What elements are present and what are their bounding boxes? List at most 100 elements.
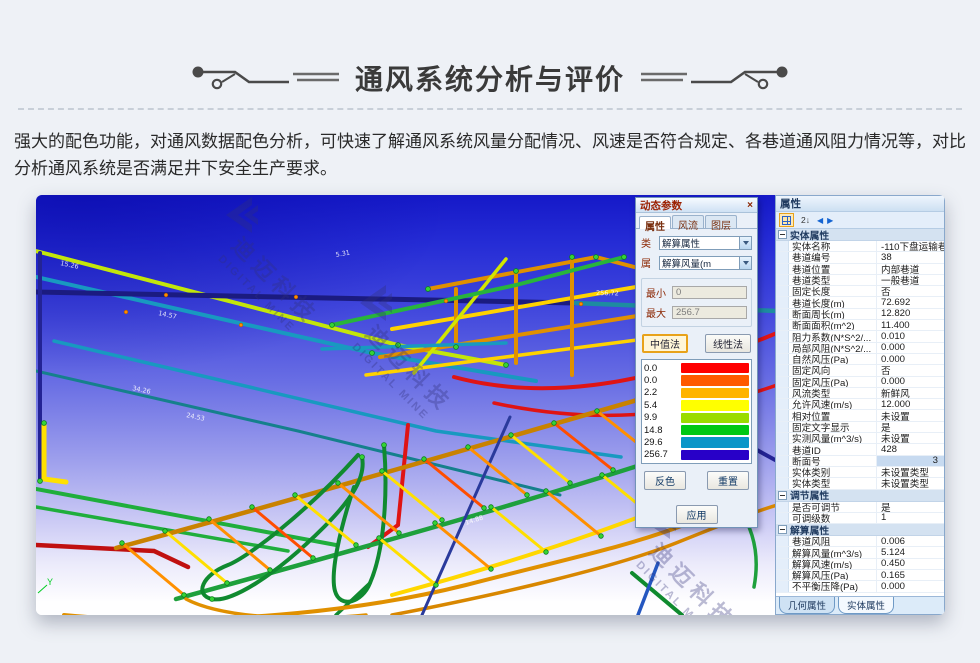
legend-row[interactable]: 14.8 bbox=[644, 424, 749, 436]
invert-color-button[interactable]: 反色 bbox=[644, 471, 686, 491]
property-name: 实体类别 bbox=[789, 466, 877, 478]
legend-row[interactable]: 9.9 bbox=[644, 412, 749, 424]
method-button[interactable]: 中值法 bbox=[642, 334, 688, 353]
legend-row[interactable]: 5.4 bbox=[644, 399, 749, 411]
property-group-header[interactable]: 实体属性 bbox=[776, 229, 944, 242]
property-group-header[interactable]: 调节属性 bbox=[776, 489, 944, 502]
property-row[interactable]: 不平衡压降(Pa) 0.000 bbox=[776, 581, 944, 593]
property-row[interactable]: 是否可调节 是 bbox=[776, 501, 944, 513]
color-swatch[interactable] bbox=[681, 449, 749, 461]
property-row[interactable]: 解算风速(m/s) 0.450 bbox=[776, 558, 944, 571]
property-name: 巷道长度(m) bbox=[789, 297, 877, 308]
dialog-tab[interactable]: 图层 bbox=[705, 215, 737, 232]
property-row[interactable]: 相对位置 未设置 bbox=[776, 410, 944, 422]
property-row[interactable]: 巷道编号 38 bbox=[776, 252, 944, 264]
collapse-icon[interactable] bbox=[778, 490, 787, 500]
prev-arrow-icon[interactable]: ◀ bbox=[817, 215, 824, 225]
method-button[interactable]: 线性法 bbox=[705, 334, 751, 353]
property-row[interactable]: 巷道长度(m) 72.692 bbox=[776, 297, 944, 309]
property-row[interactable]: 固定风压(Pa) 0.000 bbox=[776, 376, 944, 388]
property-name: 相对位置 bbox=[789, 410, 877, 421]
property-row[interactable]: 自然风压(Pa) 0.000 bbox=[776, 353, 944, 366]
property-row[interactable]: 局部风阻(N*S^2/... 0.000 bbox=[776, 342, 944, 354]
color-swatch[interactable] bbox=[681, 412, 749, 423]
dialog-titlebar[interactable]: 动态参数 × bbox=[636, 198, 757, 213]
property-row[interactable]: 可调级数 1 bbox=[776, 512, 944, 525]
color-swatch[interactable] bbox=[681, 437, 749, 448]
color-swatch[interactable] bbox=[681, 362, 749, 374]
property-value: 0.000 bbox=[881, 581, 906, 592]
categorized-icon[interactable] bbox=[779, 213, 794, 227]
property-row[interactable]: 巷道类型 一般巷道 bbox=[776, 274, 944, 287]
collapse-icon[interactable] bbox=[778, 525, 787, 535]
property-row[interactable]: 实体类型 未设置类型 bbox=[776, 478, 944, 490]
title-ornament-right bbox=[641, 66, 788, 90]
row-gutter bbox=[776, 455, 789, 466]
property-value: 未设置类型 bbox=[881, 479, 929, 489]
property-row[interactable]: 固定文字显示 是 bbox=[776, 421, 944, 434]
attribute-dropdown[interactable]: 解算风量(m bbox=[659, 255, 752, 270]
color-swatch[interactable] bbox=[681, 387, 749, 399]
property-group-header[interactable]: 解算属性 bbox=[776, 524, 944, 537]
row-gutter bbox=[776, 387, 789, 399]
property-row[interactable]: 固定长度 否 bbox=[776, 286, 944, 298]
row-gutter bbox=[776, 444, 789, 455]
property-name: 巷道风阻 bbox=[789, 536, 877, 547]
property-row[interactable]: 实体类别 未设置类型 bbox=[776, 466, 944, 479]
row-gutter bbox=[776, 399, 789, 410]
property-row[interactable]: 断面号 3 bbox=[776, 455, 944, 467]
property-row[interactable]: 断面周长(m) 12.820 bbox=[776, 308, 944, 321]
property-row[interactable]: 风流类型 新鲜风 bbox=[776, 387, 944, 400]
property-name: 巷道位置 bbox=[789, 263, 877, 274]
legend-value: 0.0 bbox=[644, 362, 658, 374]
apply-button[interactable]: 应用 bbox=[675, 505, 718, 525]
legend-row[interactable]: 29.6 bbox=[644, 436, 749, 448]
property-row[interactable]: 实测风量(m^3/s) 未设置 bbox=[776, 433, 944, 445]
legend-row[interactable]: 256.7 bbox=[644, 449, 749, 461]
property-row[interactable]: 巷道风阻 0.006 bbox=[776, 536, 944, 548]
property-row[interactable]: 巷道ID 428 bbox=[776, 444, 944, 456]
panel-bottom-tab[interactable]: 实体属性 bbox=[838, 597, 895, 614]
reset-button[interactable]: 重置 bbox=[707, 471, 749, 491]
property-value: 0.000 bbox=[881, 342, 906, 353]
legend-row[interactable]: 0.0 bbox=[644, 362, 749, 374]
collapse-icon[interactable] bbox=[778, 230, 787, 239]
property-row[interactable]: 断面面积(m^2) 11.400 bbox=[776, 320, 944, 332]
property-value: 0.000 bbox=[881, 376, 906, 387]
property-row[interactable]: 解算风量(m^3/s) 5.124 bbox=[776, 547, 944, 559]
property-row[interactable]: 固定风向 否 bbox=[776, 365, 944, 377]
property-row[interactable]: 阻力系数(N*S^2/... 0.010 bbox=[776, 331, 944, 343]
property-name: 可调级数 bbox=[789, 512, 877, 524]
panel-bottom-tab[interactable]: 几何属性 bbox=[779, 597, 836, 614]
row-gutter bbox=[776, 376, 789, 387]
row-gutter bbox=[776, 297, 789, 308]
close-icon[interactable]: × bbox=[747, 199, 753, 211]
property-row[interactable]: 解算风压(Pa) 0.165 bbox=[776, 570, 944, 582]
chevron-down-icon[interactable] bbox=[739, 256, 751, 269]
dialog-title: 动态参数 bbox=[640, 199, 682, 212]
min-input[interactable]: 0 bbox=[672, 286, 747, 299]
dialog-tab[interactable]: 风流 bbox=[672, 215, 704, 232]
property-row[interactable]: 巷道位置 内部巷道 bbox=[776, 263, 944, 275]
legend-row[interactable]: 0.0 bbox=[644, 374, 749, 386]
chevron-down-icon[interactable] bbox=[739, 236, 751, 249]
color-swatch[interactable] bbox=[681, 375, 749, 386]
row-gutter bbox=[776, 570, 789, 581]
row-gutter bbox=[776, 581, 789, 592]
row-gutter bbox=[776, 353, 789, 365]
panel-bottom-tabs: 几何属性 实体属性 bbox=[776, 596, 944, 614]
class-dropdown[interactable]: 解算属性 bbox=[659, 235, 752, 250]
property-value: 38 bbox=[881, 252, 892, 263]
legend-row[interactable]: 2.2 bbox=[644, 387, 749, 399]
color-swatch[interactable] bbox=[681, 400, 749, 411]
next-arrow-icon[interactable]: ▶ bbox=[827, 215, 834, 225]
color-swatch[interactable] bbox=[681, 424, 749, 436]
property-name: 固定风向 bbox=[789, 365, 877, 376]
sort-alphabetical-icon[interactable]: 2↓ bbox=[801, 215, 810, 225]
property-row[interactable]: 实体名称 -110下盘运输巷 bbox=[776, 241, 944, 253]
property-row[interactable]: 允许风速(m/s) 12.000 bbox=[776, 399, 944, 411]
max-input[interactable]: 256.7 bbox=[672, 306, 747, 319]
row-gutter bbox=[776, 478, 789, 489]
dialog-tab[interactable]: 属性 bbox=[639, 216, 671, 233]
intro-text: 强大的配色功能，对通风数据配色分析，可快速了解通风系统风量分配情况、风速是否符合… bbox=[14, 132, 966, 178]
